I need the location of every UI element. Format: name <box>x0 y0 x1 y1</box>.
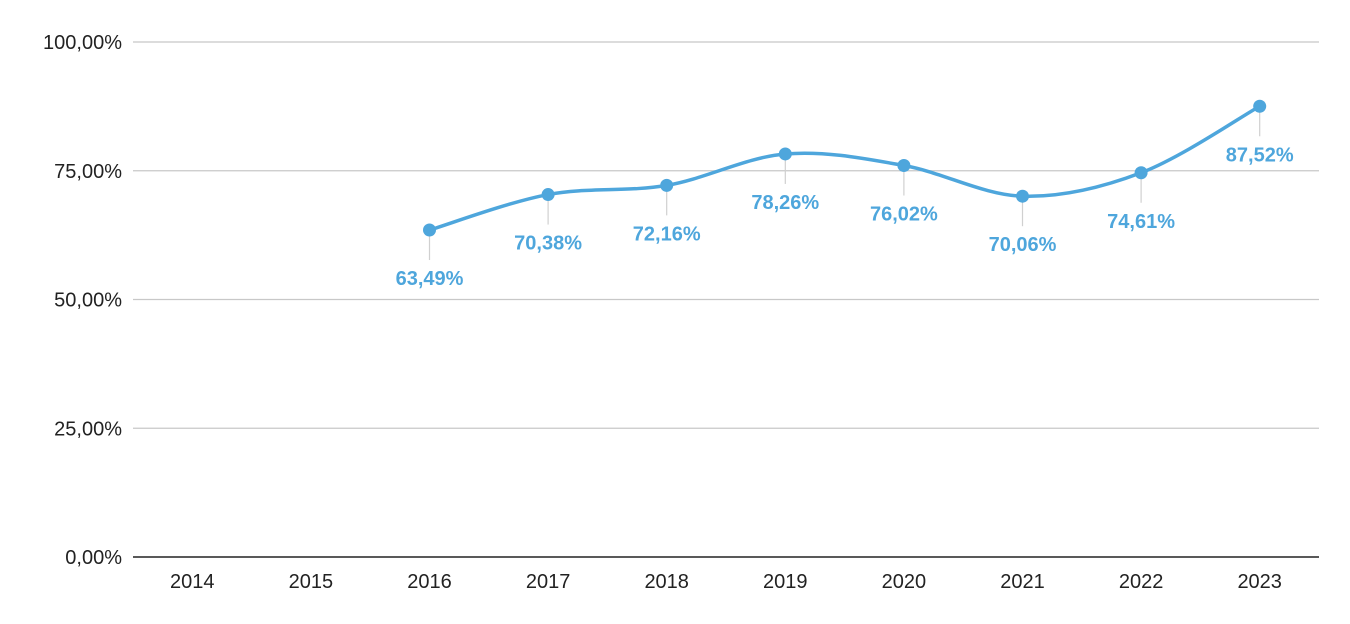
y-tick-label: 100,00% <box>43 32 122 54</box>
data-point[interactable] <box>1016 189 1029 203</box>
y-axis-ticks: 0,00% 25,00% 50,00% 75,00% 100,00% <box>43 32 122 569</box>
data-label: 74,61% <box>1107 211 1175 233</box>
x-axis-ticks: 2014 2015 2016 2017 2018 2019 2020 2021 2022 2023 <box>170 571 1282 593</box>
x-tick-label: 2018 <box>644 571 689 593</box>
data-point[interactable] <box>1134 166 1148 180</box>
x-tick-label: 2021 <box>1000 571 1045 593</box>
x-tick-label: 2014 <box>170 571 215 593</box>
series-line <box>427 104 1262 232</box>
data-label: 78,26% <box>751 192 819 214</box>
data-label: 70,06% <box>989 234 1057 256</box>
series-layer <box>423 99 1267 237</box>
x-tick-label: 2022 <box>1119 571 1164 593</box>
y-tick-label: 75,00% <box>54 161 122 183</box>
y-tick-label: 50,00% <box>54 290 122 312</box>
data-labels: 63,49% 70,38% 72,16% 78,26% 76,02% 70,06% 74,6… <box>394 142 1296 292</box>
data-label: 70,38% <box>514 233 582 255</box>
x-tick-label: 2019 <box>763 571 808 593</box>
y-tick-label: 25,00% <box>54 418 122 440</box>
leader-lines <box>428 110 1261 261</box>
grid-layer <box>133 41 1319 558</box>
data-point[interactable] <box>1253 99 1267 113</box>
data-label: 87,52% <box>1226 144 1294 166</box>
data-label: 72,16% <box>633 223 701 245</box>
data-point[interactable] <box>660 178 674 192</box>
x-tick-label: 2020 <box>882 571 927 593</box>
data-point[interactable] <box>541 188 555 202</box>
data-point[interactable] <box>778 147 792 161</box>
x-tick-label: 2023 <box>1237 571 1282 593</box>
data-point[interactable] <box>897 158 911 172</box>
data-label: 76,02% <box>870 203 938 225</box>
data-label: 63,49% <box>396 268 464 290</box>
data-point[interactable] <box>423 223 436 237</box>
x-tick-label: 2017 <box>526 571 571 593</box>
y-tick-label: 0,00% <box>65 547 122 569</box>
x-tick-label: 2015 <box>289 571 334 593</box>
x-tick-label: 2016 <box>407 571 452 593</box>
